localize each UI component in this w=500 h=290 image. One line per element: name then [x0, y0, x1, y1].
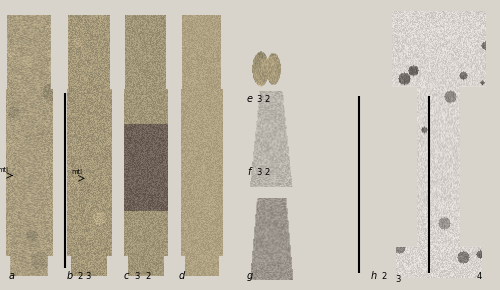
Text: 2: 2 — [381, 272, 386, 281]
Text: mtI: mtI — [0, 166, 8, 173]
Text: 2: 2 — [264, 168, 270, 177]
Text: 3: 3 — [86, 272, 91, 281]
Text: 3: 3 — [395, 275, 400, 284]
Text: b: b — [67, 271, 73, 281]
Text: 3: 3 — [134, 272, 140, 281]
Text: mtI: mtI — [71, 169, 82, 175]
Text: d: d — [179, 271, 185, 281]
Text: g: g — [247, 271, 254, 281]
Text: f: f — [247, 167, 250, 177]
Text: 3: 3 — [256, 168, 262, 177]
Text: c: c — [124, 271, 130, 281]
Text: e: e — [247, 95, 253, 104]
Text: 2: 2 — [145, 272, 150, 281]
Text: 4: 4 — [477, 272, 482, 281]
Text: 3: 3 — [256, 95, 262, 104]
Text: 2: 2 — [78, 272, 83, 281]
Text: 2: 2 — [264, 95, 270, 104]
Text: h: h — [371, 271, 377, 281]
Text: a: a — [9, 271, 15, 281]
